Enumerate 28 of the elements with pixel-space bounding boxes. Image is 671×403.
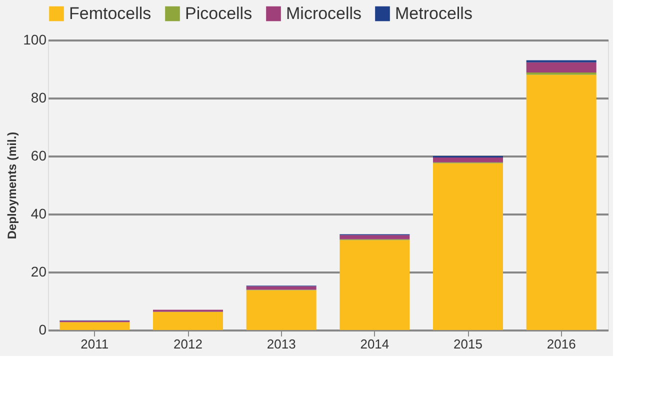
legend-label: Metrocells [395,4,472,23]
bar [246,286,316,290]
y-tick-label: 100 [23,32,47,48]
y-axis-title: Deployments (mil.) [5,132,20,240]
legend-label: Picocells [185,4,252,23]
x-tick-label: 2011 [80,336,109,352]
x-tick-label: 2013 [266,336,296,352]
x-tick-label: 2012 [174,336,202,352]
legend-label: Femtocells [69,4,152,23]
y-tick-label: 80 [30,90,47,106]
x-tick-label: 2015 [454,336,482,352]
bar [433,163,503,330]
y-tick-label: 60 [30,148,47,164]
bar [153,312,223,330]
y-tick-label: 0 [38,322,47,338]
bar [526,74,596,330]
y-tick-label: 40 [30,206,47,222]
x-tick-label: 2016 [546,336,576,352]
bar [340,235,410,240]
legend-label: Microcells [286,4,362,23]
bar [526,72,596,75]
bar [340,240,410,330]
bar [526,62,596,72]
bar [246,290,316,330]
bar [433,157,503,162]
x-tick-label: 2014 [360,336,390,352]
y-tick-label: 20 [30,264,47,280]
bar [60,322,130,330]
